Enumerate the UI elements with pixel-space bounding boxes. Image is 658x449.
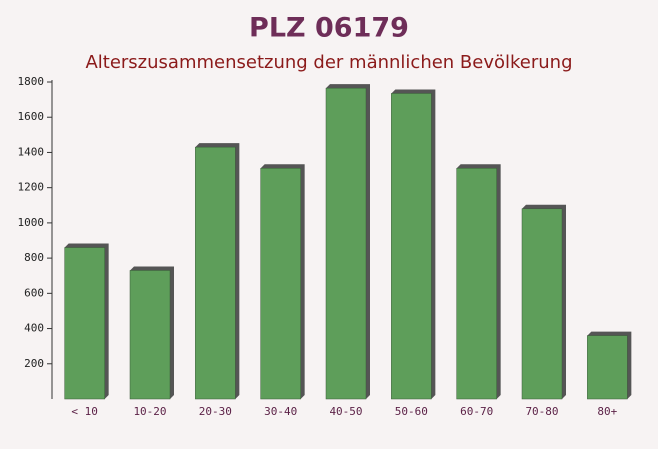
bar <box>587 335 628 400</box>
x-tick-label: 10-20 <box>133 405 166 418</box>
x-tick-label: 20-30 <box>199 405 232 418</box>
bar <box>391 93 432 400</box>
x-tick-label: 30-40 <box>264 405 297 418</box>
x-tick-label: 40-50 <box>329 405 362 418</box>
bar <box>260 168 301 400</box>
y-tick-label: 1800 <box>18 75 45 88</box>
x-tick-label: 60-70 <box>460 405 493 418</box>
chart-title: PLZ 06179 <box>249 13 409 44</box>
y-tick-label: 1000 <box>18 216 45 229</box>
x-tick-label: 50-60 <box>395 405 428 418</box>
y-tick-label: 1400 <box>18 145 45 158</box>
y-tick-label: 800 <box>24 251 44 264</box>
x-tick-label: 80+ <box>597 405 617 418</box>
x-tick-label: < 10 <box>71 405 98 418</box>
y-tick-label: 600 <box>24 286 44 299</box>
y-tick-label: 200 <box>24 357 44 370</box>
y-tick-label: 1200 <box>18 181 45 194</box>
bar <box>129 270 171 400</box>
chart-subtitle: Alterszusammensetzung der männlichen Bev… <box>85 52 572 73</box>
bar <box>195 146 236 400</box>
bar <box>64 247 105 400</box>
x-tick-label: 70-80 <box>525 405 558 418</box>
y-tick-label: 400 <box>24 322 44 335</box>
y-tick-label: 1600 <box>18 110 45 123</box>
bar <box>456 168 497 400</box>
bar <box>325 87 367 400</box>
bar <box>521 208 563 400</box>
